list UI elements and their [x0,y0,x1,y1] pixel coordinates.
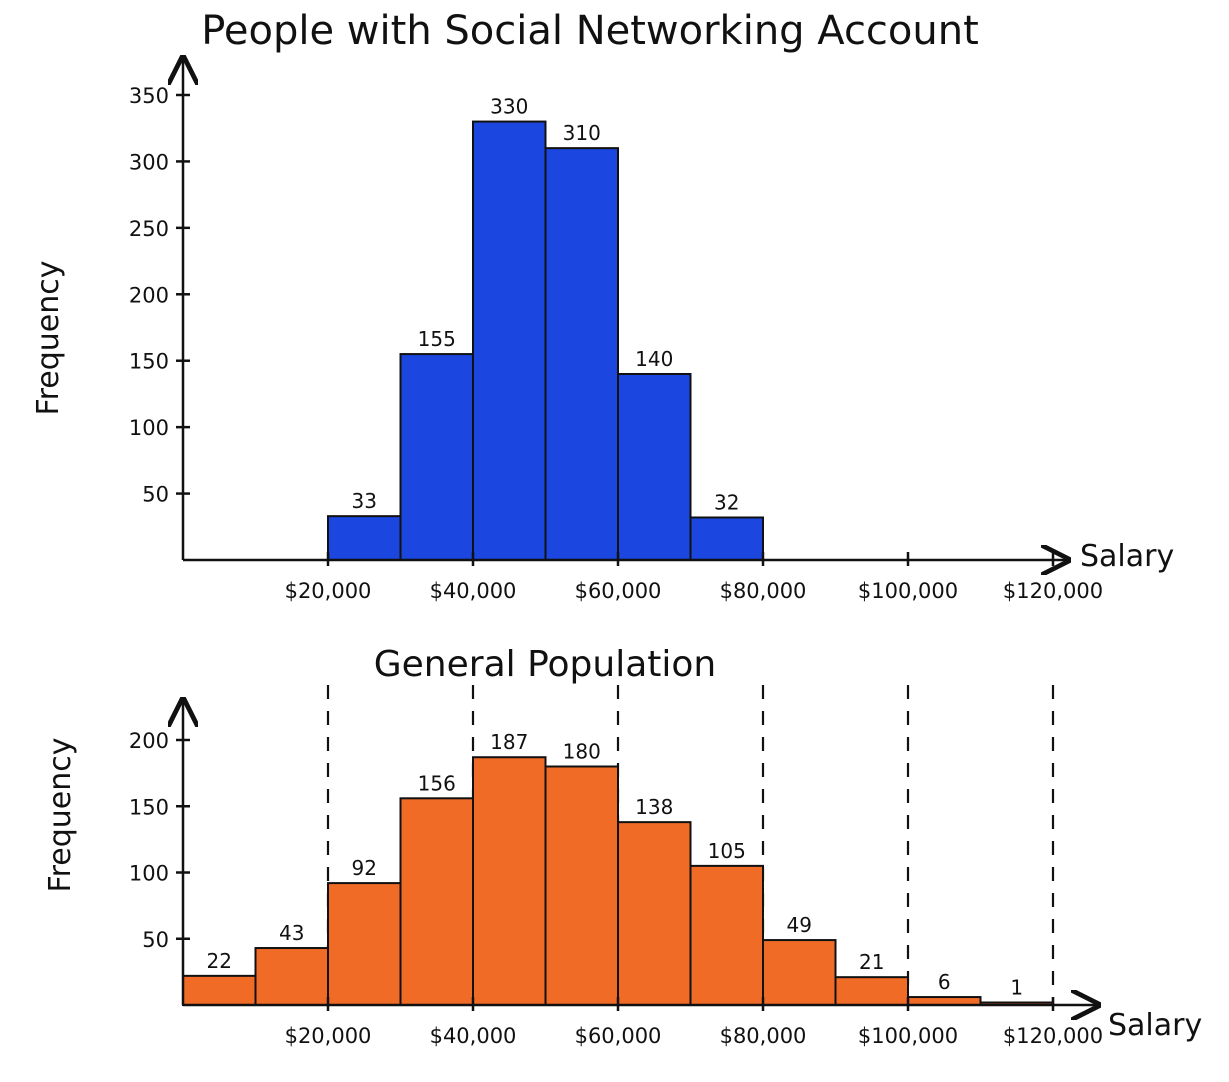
top-chart-title: People with Social Networking Account [201,8,979,54]
top-bar-label-0: 33 [352,489,377,513]
top-y-tick-label-6: 50 [142,483,169,507]
bottom-bar-9 [834,976,909,1006]
bottom-chart-title: General Population [374,644,716,685]
top-y-axis-label: Frequency [31,261,66,416]
top-x-tick-label-5: $120,000 [1003,579,1103,603]
bottom-bar-4 [472,756,547,1006]
top-bar-4 [617,373,692,561]
bottom-bar-label-7: 105 [708,839,746,863]
bottom-y-tick-label-3: 50 [142,928,169,952]
bottom-x-axis-label: Salary [1108,1008,1202,1043]
bottom-y-axis-label: Frequency [43,738,78,893]
top-bar-5 [689,516,764,562]
bottom-bar-label-2: 92 [352,856,377,880]
bottom-x-tick-label-2: $60,000 [575,1024,662,1048]
top-x-tick-label-3: $80,000 [720,579,807,603]
top-y-tick-label-1: 300 [129,150,169,174]
bottom-bar-label-9: 21 [859,950,884,974]
top-bar-1 [399,353,474,562]
bottom-bar-3 [399,797,474,1006]
bottom-bar-5 [544,765,619,1006]
top-y-tick-label-3: 200 [129,283,169,307]
top-x-tick-label-1: $40,000 [430,579,517,603]
top-bar-label-2: 330 [490,95,528,119]
bottom-bar-label-0: 22 [207,949,232,973]
bottom-y-tick-label-2: 100 [129,862,169,886]
top-x-axis-label: Salary [1080,539,1174,574]
bottom-bar-label-6: 138 [635,795,673,819]
top-y-tick-label-0: 350 [129,84,169,108]
top-bar-label-3: 310 [563,121,601,145]
top-bar-label-5: 32 [714,490,739,514]
bottom-y-tick-label-1: 150 [129,795,169,819]
bottom-bar-0 [182,974,257,1006]
top-bar-0 [327,515,402,562]
bottom-bar-7 [689,864,764,1006]
bottom-bar-6 [617,821,692,1007]
bottom-bar-1 [254,947,329,1007]
top-y-tick-label-4: 150 [129,350,169,374]
bottom-x-tick-label-3: $80,000 [720,1024,807,1048]
chart-layer: 331553303101403235030025020015010050$20,… [129,58,1103,1048]
bottom-bar-label-11: 1 [1010,976,1023,1000]
top-x-tick-label-4: $100,000 [858,579,958,603]
top-bar-2 [472,120,547,561]
top-y-tick-label-2: 250 [129,217,169,241]
bottom-bar-label-5: 180 [563,740,601,764]
top-x-tick-label-0: $20,000 [285,579,372,603]
top-bar-label-1: 155 [418,327,456,351]
bottom-bar-label-10: 6 [938,970,951,994]
bottom-x-tick-label-1: $40,000 [430,1024,517,1048]
top-bar-label-4: 140 [635,347,673,371]
bottom-bar-label-8: 49 [787,913,812,937]
bottom-y-tick-label-0: 200 [129,729,169,753]
bottom-bar-label-3: 156 [418,771,456,795]
bottom-x-tick-label-4: $100,000 [858,1024,958,1048]
bottom-x-tick-label-5: $120,000 [1003,1024,1103,1048]
bottom-bar-label-4: 187 [490,730,528,754]
top-bar-3 [544,147,619,561]
top-x-tick-label-2: $60,000 [575,579,662,603]
top-y-tick-label-5: 100 [129,416,169,440]
bottom-x-tick-label-0: $20,000 [285,1024,372,1048]
bottom-bar-label-1: 43 [279,921,304,945]
bottom-bar-8 [762,939,837,1007]
bottom-bar-2 [327,882,402,1006]
